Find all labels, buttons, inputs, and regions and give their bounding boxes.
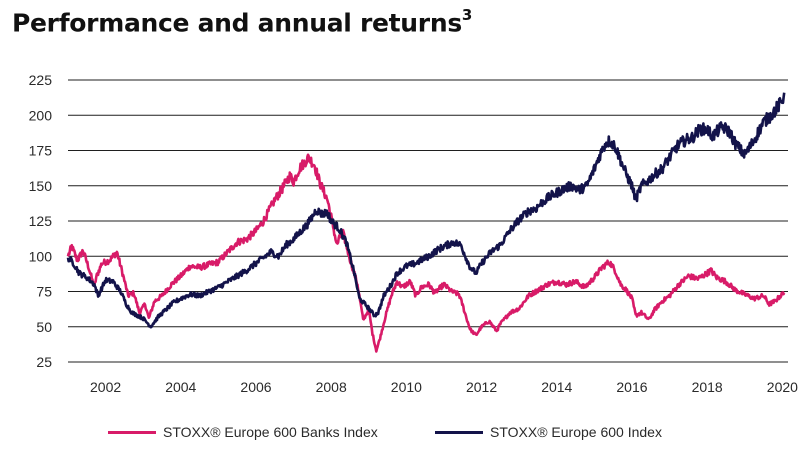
y-tick-label: 100 [29,248,53,264]
x-tick-label: 2004 [165,379,196,395]
x-tick-label: 2016 [616,379,647,395]
y-tick-label: 50 [36,319,52,335]
legend-label-europe-600: STOXX® Europe 600 Index [490,424,662,440]
y-tick-label: 75 [36,284,52,300]
chart-title-footnote: 3 [461,6,473,24]
x-tick-label: 2018 [692,379,723,395]
legend-item-banks: STOXX® Europe 600 Banks Index [108,424,378,440]
y-axis-ticks: 25 50 75 100 125 150 175 200 225 [29,72,53,370]
legend-item-europe-600: STOXX® Europe 600 Index [435,424,662,440]
legend-swatch-banks [108,430,156,434]
y-tick-label: 175 [29,143,53,159]
x-tick-label: 2002 [90,379,121,395]
chart-title: Performance and annual returns3 [12,6,473,38]
chart-title-text: Performance and annual returns [12,8,462,38]
legend-label-banks: STOXX® Europe 600 Banks Index [163,424,378,440]
x-tick-label: 2006 [240,379,271,395]
x-axis-ticks: 2002 2004 2006 2008 2010 2012 2014 2016 2018 2020 [90,379,798,395]
x-tick-label: 2012 [466,379,497,395]
y-tick-label: 25 [36,354,52,370]
y-tick-label: 225 [29,72,53,88]
x-tick-label: 2010 [391,379,422,395]
legend-swatch-europe-600 [435,430,483,434]
x-tick-label: 2014 [541,379,572,395]
x-tick-label: 2008 [316,379,347,395]
y-tick-label: 200 [29,107,53,123]
series-line-europe-600 [66,92,786,329]
series-line-banks [66,153,786,353]
series-layer [66,92,786,353]
chart-legend: STOXX® Europe 600 Banks Index STOXX® Eur… [0,424,810,448]
x-tick-label: 2020 [767,379,798,395]
y-tick-label: 150 [29,178,53,194]
y-tick-label: 125 [29,213,53,229]
grid-layer [68,79,788,363]
